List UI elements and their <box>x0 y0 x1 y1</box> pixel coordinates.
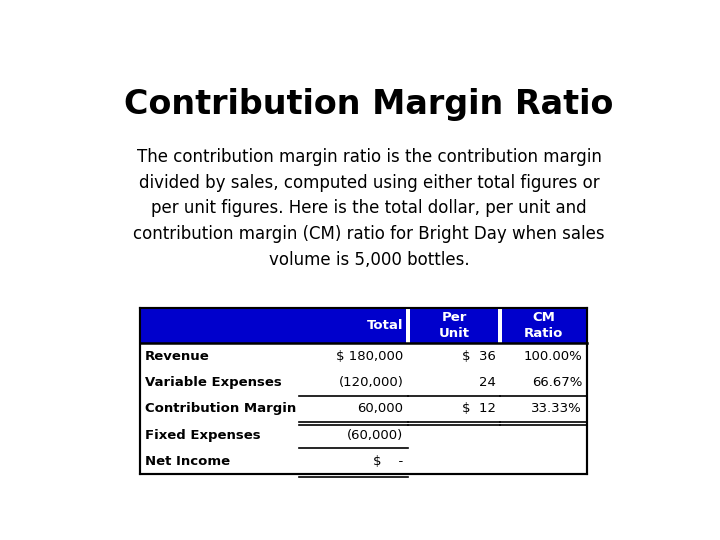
Text: (120,000): (120,000) <box>338 376 404 389</box>
Text: Contribution Margin: Contribution Margin <box>145 402 296 415</box>
Text: 24: 24 <box>479 376 495 389</box>
Bar <box>140 308 587 343</box>
Text: Fixed Expenses: Fixed Expenses <box>145 429 261 442</box>
Text: $ 180,000: $ 180,000 <box>336 350 404 363</box>
Text: (60,000): (60,000) <box>347 429 404 442</box>
Text: $  12: $ 12 <box>462 402 495 415</box>
Text: 100.00%: 100.00% <box>523 350 582 363</box>
Text: Revenue: Revenue <box>145 350 210 363</box>
Text: Variable Expenses: Variable Expenses <box>145 376 282 389</box>
Text: Per
Unit: Per Unit <box>438 311 469 340</box>
Text: 60,000: 60,000 <box>358 402 404 415</box>
Bar <box>406 308 410 343</box>
Text: CM
Ratio: CM Ratio <box>523 311 563 340</box>
Text: The contribution margin ratio is the contribution margin
divided by sales, compu: The contribution margin ratio is the con… <box>133 148 605 269</box>
Bar <box>498 308 503 343</box>
Text: $    -: $ - <box>374 455 404 468</box>
Text: $  36: $ 36 <box>462 350 495 363</box>
Text: Net Income: Net Income <box>145 455 230 468</box>
Text: 33.33%: 33.33% <box>531 402 582 415</box>
Text: 66.67%: 66.67% <box>532 376 582 389</box>
Bar <box>140 308 587 474</box>
Text: Contribution Margin Ratio: Contribution Margin Ratio <box>125 87 613 120</box>
Text: Total: Total <box>367 319 404 332</box>
